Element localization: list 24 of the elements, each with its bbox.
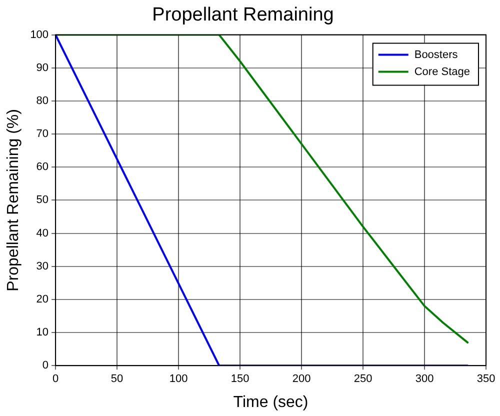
legend-label: Core Stage — [414, 66, 470, 78]
x-tick-label: 200 — [292, 373, 311, 386]
legend-label: Boosters — [414, 48, 458, 61]
y-tick-label: 10 — [36, 326, 49, 339]
x-axis-title: Time (sec) — [233, 394, 308, 411]
y-axis-title: Propellant Remaining (%) — [5, 109, 22, 292]
x-tick-label: 300 — [415, 373, 434, 386]
x-tick-label: 250 — [354, 373, 372, 386]
x-tick-label: 0 — [52, 373, 59, 386]
y-tick-label: 80 — [36, 94, 49, 107]
y-tick-label: 0 — [42, 360, 49, 372]
y-tick-label: 100 — [30, 28, 49, 41]
y-tick-label: 70 — [36, 128, 49, 140]
x-tick-label: 50 — [110, 373, 124, 386]
x-tick-label: 150 — [230, 373, 250, 386]
y-tick-label: 50 — [36, 194, 49, 206]
y-tick-label: 60 — [36, 161, 49, 174]
chart-title: Propellant Remaining — [152, 4, 334, 26]
x-tick-label: 350 — [476, 373, 496, 386]
y-tick-label: 20 — [36, 293, 49, 306]
x-tick-label: 100 — [169, 373, 188, 386]
y-tick-label: 40 — [36, 227, 49, 240]
y-tick-label: 90 — [36, 62, 49, 74]
y-tick-label: 30 — [36, 260, 49, 272]
